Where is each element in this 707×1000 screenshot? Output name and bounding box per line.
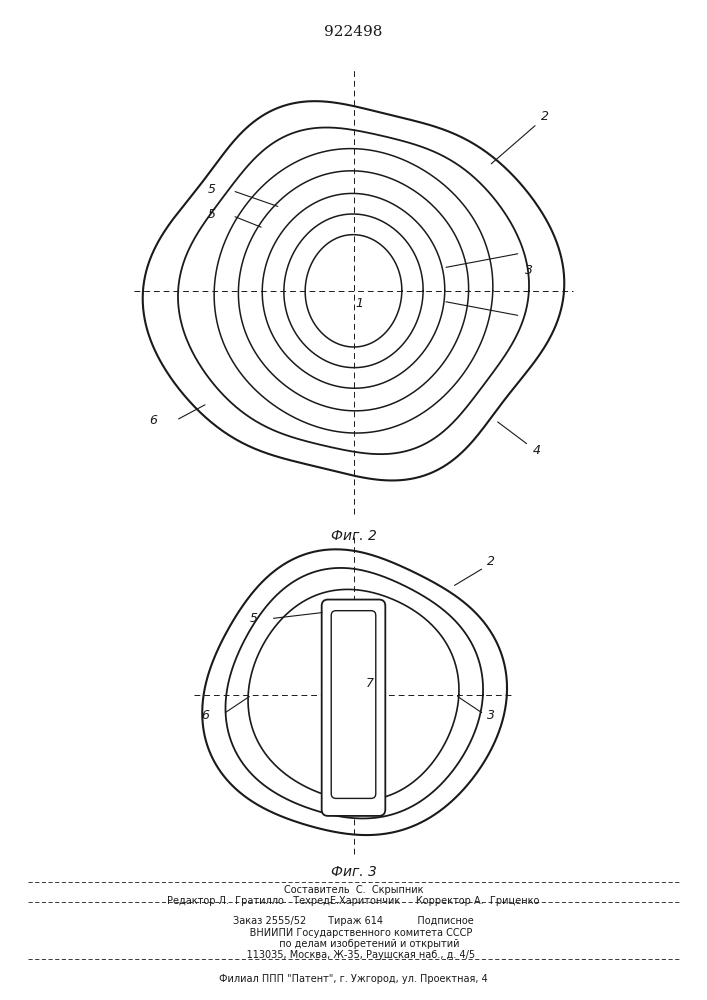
Text: 3: 3 bbox=[525, 264, 532, 277]
FancyBboxPatch shape bbox=[331, 611, 376, 798]
Text: Фиг. 2: Фиг. 2 bbox=[331, 529, 376, 543]
Text: 6: 6 bbox=[149, 414, 157, 427]
Text: 4: 4 bbox=[533, 444, 541, 457]
Text: 5: 5 bbox=[207, 183, 216, 196]
FancyBboxPatch shape bbox=[322, 600, 385, 816]
Text: Редактор Л.  Гратилло   ТехредЕ.Харитончик     Корректор А.  Гриценко: Редактор Л. Гратилло ТехредЕ.Харитончик … bbox=[168, 896, 539, 906]
Text: 7: 7 bbox=[366, 677, 374, 690]
Text: 5: 5 bbox=[207, 208, 216, 221]
Text: 113035, Москва, Ж-35, Раушская наб., д. 4/5: 113035, Москва, Ж-35, Раушская наб., д. … bbox=[231, 950, 476, 960]
Text: ВНИИПИ Государственного комитета СССР: ВНИИПИ Государственного комитета СССР bbox=[234, 928, 473, 938]
Text: Заказ 2555/52       Тираж 614           Подписное: Заказ 2555/52 Тираж 614 Подписное bbox=[233, 916, 474, 926]
Text: 922498: 922498 bbox=[325, 25, 382, 39]
Text: Филиал ППП "Патент", г. Ужгород, ул. Проектная, 4: Филиал ППП "Патент", г. Ужгород, ул. Про… bbox=[219, 974, 488, 984]
Text: 3: 3 bbox=[487, 709, 495, 722]
Text: 1: 1 bbox=[356, 297, 364, 310]
Text: 6: 6 bbox=[201, 709, 209, 722]
Text: по делам изобретений и открытий: по делам изобретений и открытий bbox=[247, 939, 460, 949]
Text: Составитель  С.  Скрыпник: Составитель С. Скрыпник bbox=[284, 885, 423, 895]
Text: Фиг. 3: Фиг. 3 bbox=[331, 865, 376, 879]
Text: 2: 2 bbox=[542, 110, 549, 123]
Text: 5: 5 bbox=[250, 612, 258, 625]
Text: 2: 2 bbox=[487, 555, 495, 568]
